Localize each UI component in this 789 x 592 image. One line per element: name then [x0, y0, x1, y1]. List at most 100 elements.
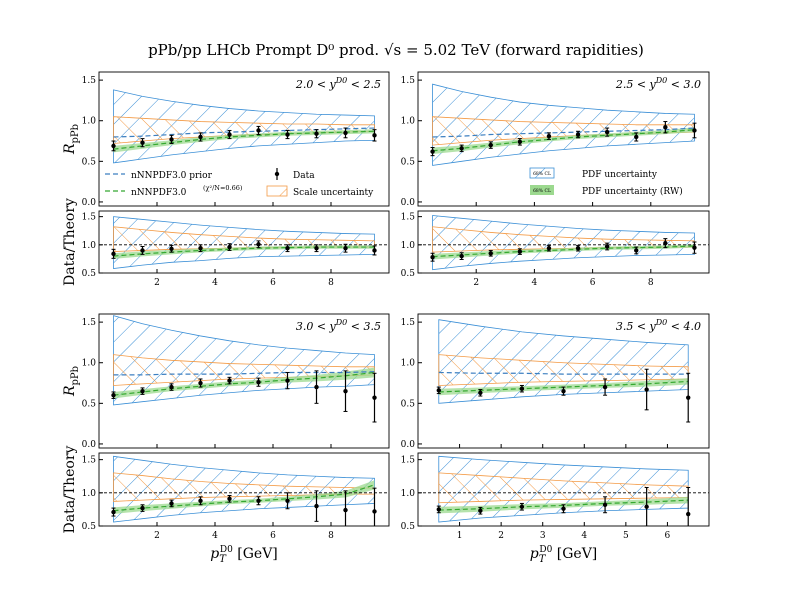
top-plot-area	[111, 89, 377, 164]
data-point	[111, 143, 116, 149]
ytick-label: 0.5	[82, 269, 97, 279]
ratio-rw-line	[113, 246, 375, 257]
ratio-point	[546, 246, 552, 251]
panel-bottom-left: 0.0 0.5 1.0 1.5 3.0 < yD0 < 3.5 0.5 1.0 1.5 2 4 6 8…	[62, 313, 390, 565]
ylabel-ratio: Data/Theory	[62, 445, 78, 533]
ytick-label: 1.0	[401, 359, 416, 369]
data-point	[285, 378, 290, 383]
ratio-point	[314, 503, 319, 509]
data-point	[575, 132, 581, 137]
ytick-label: 1.5	[82, 76, 97, 86]
xtick-label: 2	[154, 531, 160, 541]
xlabel-pt: pTD0 [GeV]	[530, 545, 598, 565]
ytick-label: 0.0	[401, 440, 416, 450]
xtick-label: 6	[590, 278, 596, 288]
ytick-label: 1.5	[82, 456, 97, 466]
ratio-axes-frame	[417, 210, 710, 274]
data-point	[644, 387, 649, 392]
ratio-point	[575, 246, 581, 251]
data-point	[546, 133, 552, 139]
data-point	[634, 134, 639, 140]
ytick-label: 1.0	[82, 359, 97, 369]
xtick-label: 8	[328, 531, 334, 541]
data-point	[140, 388, 145, 394]
ytick-label: 1.5	[82, 213, 97, 223]
prior-line	[113, 371, 375, 376]
data-point	[256, 380, 261, 385]
data-point	[663, 125, 668, 130]
ratio-point	[602, 502, 608, 507]
ratio-rw-line	[432, 245, 695, 258]
ratio-point	[692, 245, 697, 250]
ratio-point	[604, 244, 610, 249]
rapidity-label: 3.5 < yD0 < 4.0	[616, 318, 701, 333]
ytick-label: 0.5	[82, 522, 97, 532]
xtick-label: 8	[648, 278, 654, 288]
ratio-point	[517, 249, 523, 254]
top-plot-area	[111, 315, 377, 423]
data-point	[692, 128, 697, 133]
ratio-point	[519, 504, 525, 509]
data-point	[343, 130, 348, 136]
xtick-label: 2	[154, 278, 160, 288]
panel-top-left: 0.0 0.5 1.0 1.5 2.0 < yD0 < 2.5 0.5 1.0 1.5 2 4 6 8…	[62, 71, 390, 288]
ytick-label: 1.5	[401, 76, 416, 86]
legend-rw-label: PDF uncertainty (RW)	[582, 186, 683, 197]
ratio-point	[343, 246, 348, 251]
legend-pdf-swatch	[529, 167, 555, 179]
xtick-label: 4	[532, 278, 538, 288]
ratio-point	[256, 498, 261, 503]
ratio-point	[285, 246, 290, 251]
data-point	[285, 132, 290, 137]
ytick-label: 1.5	[401, 318, 416, 328]
legend-rw-label: nNNPDF3.0	[131, 188, 187, 198]
data-point	[169, 384, 174, 390]
ratio-point	[169, 246, 174, 251]
ratio-point	[256, 242, 261, 247]
ytick-label: 1.5	[401, 456, 416, 466]
data-point	[604, 129, 610, 135]
xtick-label: 5	[623, 531, 629, 541]
ytick-label: 1.0	[82, 489, 97, 499]
prior-line	[438, 371, 689, 375]
legend-prior-label: nNNPDF3.0 prior	[131, 171, 213, 181]
ratio-point	[634, 248, 639, 253]
ytick-label: 0.5	[401, 157, 416, 167]
xtick-label: 3	[540, 531, 546, 541]
rw-line	[113, 371, 375, 396]
rapidity-label: 3.0 < yD0 < 3.5	[296, 318, 381, 333]
data-point	[256, 128, 261, 133]
xtick-label: 4	[581, 531, 587, 541]
ratio-rw-band	[113, 245, 375, 259]
rw-line	[113, 130, 375, 150]
ratio-point	[198, 246, 203, 251]
ytick-label: 1.5	[401, 213, 416, 223]
legend-data-point	[274, 171, 280, 177]
panel-top-right: 0.00.51.01.5 2.5 < yD0 < 3.00.51.01.52 4 6 8…	[401, 71, 710, 288]
legend-rw-cl: 68% CL	[533, 188, 551, 194]
prior-line	[432, 127, 695, 138]
top-axes-frame	[417, 313, 710, 449]
ytick-label: 1.0	[82, 241, 97, 251]
ratio-point	[140, 505, 145, 511]
ratio-point	[488, 251, 493, 256]
ytick-label: 1.0	[401, 117, 416, 127]
ratio-rw-line	[113, 484, 375, 512]
data-point	[478, 390, 483, 395]
ratio-point	[111, 251, 116, 257]
data-point	[459, 146, 464, 151]
data-point	[198, 380, 203, 386]
ratio-point	[686, 511, 691, 517]
ratio-point	[372, 509, 377, 514]
legend-scale-label: Scale uncertainty	[293, 188, 374, 198]
ratio-point	[198, 498, 203, 503]
top-axes-frame	[98, 71, 390, 207]
xtick-label: 6	[270, 278, 276, 288]
xtick-label: 4	[212, 531, 218, 541]
legend-pdf-label: PDF uncertainty	[582, 170, 658, 180]
legend-pdf-cl: 68% CL	[533, 171, 551, 177]
data-point	[436, 388, 441, 393]
data-point	[488, 142, 493, 148]
legend-data-label: Data	[293, 171, 315, 181]
